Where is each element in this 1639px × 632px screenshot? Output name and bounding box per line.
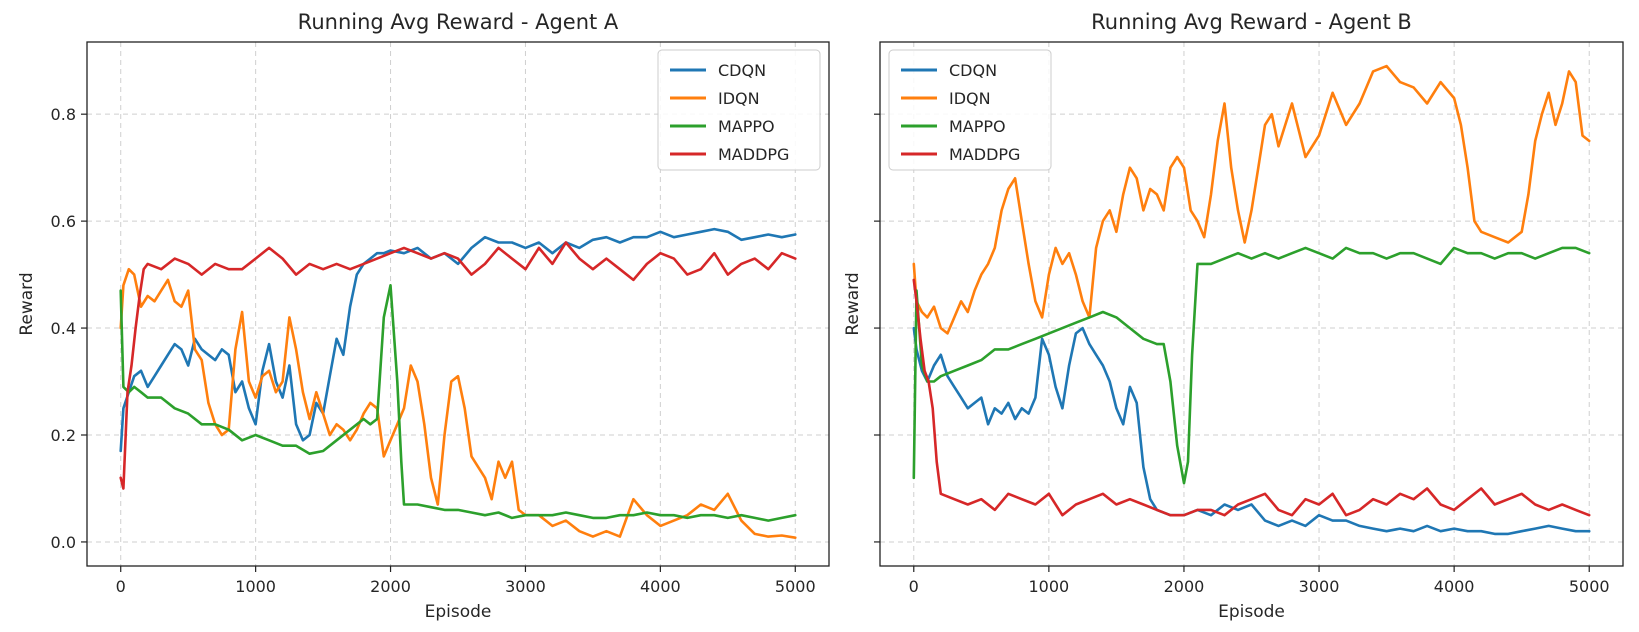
legend-box xyxy=(888,49,1052,171)
series-line-idqn xyxy=(119,267,797,540)
series-line-idqn xyxy=(912,64,1591,335)
x-axis-label: Episode xyxy=(425,602,492,622)
legend-label-maddpg: MADDPG xyxy=(949,145,1020,164)
legend-label-cdqn: CDQN xyxy=(718,61,766,80)
x-tick-label-1: 1000 xyxy=(1029,577,1070,596)
series-group xyxy=(912,64,1591,536)
legend: CDQN IDQN MAPPO MADDPG xyxy=(657,49,821,171)
series-line-mappo xyxy=(912,246,1591,485)
legend: CDQN IDQN MAPPO MADDPG xyxy=(888,49,1052,171)
legend-box xyxy=(657,49,821,171)
x-tick-label-1: 1000 xyxy=(235,577,276,596)
x-tick-label-3: 3000 xyxy=(1299,577,1340,596)
series-line-cdqn xyxy=(119,227,797,453)
legend-label-idqn: IDQN xyxy=(949,89,991,108)
x-tick-label-5: 5000 xyxy=(775,577,816,596)
y-tick-label-0: 0.0 xyxy=(51,533,76,552)
y-tick-label-1: 0.2 xyxy=(51,426,76,445)
y-axis-label: Reward xyxy=(843,272,863,335)
chart-panel-0: 0 1000 2000 3000 4000 5000 0.0 0.2 0.4 0.6 0.8 Runn… xyxy=(17,10,830,622)
x-tick-label-4: 4000 xyxy=(1434,577,1475,596)
chart-title: Running Avg Reward - Agent B xyxy=(1091,10,1412,34)
y-tick-label-3: 0.6 xyxy=(51,212,76,231)
y-tick-label-4: 0.8 xyxy=(51,105,76,124)
series-line-maddpg xyxy=(119,241,797,490)
x-tick-label-2: 2000 xyxy=(1164,577,1205,596)
legend-label-mappo: MAPPO xyxy=(949,117,1006,136)
y-tick-label-2: 0.4 xyxy=(51,319,76,338)
series-line-mappo xyxy=(119,283,797,522)
plot-frame xyxy=(879,41,1624,567)
series-line-maddpg xyxy=(912,278,1591,517)
chart-title: Running Avg Reward - Agent A xyxy=(298,10,619,34)
x-tick-label-0: 0 xyxy=(116,577,126,596)
plot-frame xyxy=(86,41,830,567)
chart-panel-1: 0 1000 2000 3000 4000 5000 Running Avg Reward … xyxy=(843,10,1624,622)
x-tick-label-2: 2000 xyxy=(370,577,411,596)
legend-label-cdqn: CDQN xyxy=(949,61,997,80)
x-tick-label-0: 0 xyxy=(909,577,919,596)
legend-label-maddpg: MADDPG xyxy=(718,145,789,164)
series-group xyxy=(119,227,797,540)
x-tick-label-4: 4000 xyxy=(640,577,681,596)
x-tick-label-5: 5000 xyxy=(1569,577,1610,596)
legend-label-mappo: MAPPO xyxy=(718,117,775,136)
series-line-cdqn xyxy=(912,326,1591,536)
legend-label-idqn: IDQN xyxy=(718,89,760,108)
x-axis-label: Episode xyxy=(1218,602,1285,622)
y-axis-label: Reward xyxy=(17,272,37,335)
x-tick-label-3: 3000 xyxy=(505,577,546,596)
